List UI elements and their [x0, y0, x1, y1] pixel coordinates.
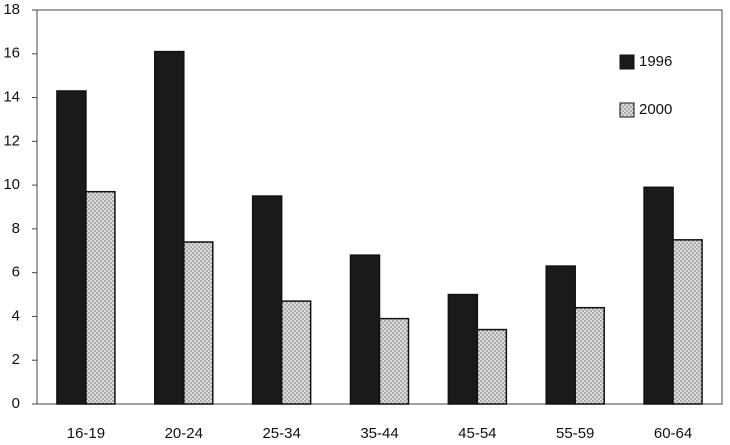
legend-swatch	[619, 54, 635, 70]
bar	[643, 186, 674, 405]
bar	[251, 195, 283, 405]
bar	[574, 306, 605, 405]
y-tick-label: 12	[3, 132, 20, 149]
bar	[378, 317, 410, 405]
y-tick-label: 8	[12, 220, 20, 237]
bar	[280, 300, 312, 405]
bar	[56, 90, 87, 405]
x-tick-label: 55-59	[556, 425, 594, 442]
y-tick-label: 10	[3, 176, 20, 193]
y-tick-label: 0	[12, 395, 20, 412]
y-tick-label: 6	[12, 264, 20, 281]
x-tick-label: 16-19	[67, 425, 105, 442]
bar	[183, 241, 214, 405]
y-tick-label: 18	[3, 1, 20, 18]
bar	[154, 50, 185, 405]
y-tick-label: 16	[3, 45, 20, 62]
bar	[476, 328, 508, 405]
bar	[349, 254, 381, 405]
bar	[672, 239, 703, 405]
legend-swatch	[619, 102, 635, 118]
x-tick-label: 35-44	[360, 425, 398, 442]
x-tick-label: 45-54	[458, 425, 496, 442]
legend-label: 1996	[639, 53, 672, 70]
x-tick-label: 25-34	[262, 425, 300, 442]
x-tick-label: 20-24	[165, 425, 203, 442]
bar	[545, 265, 576, 405]
x-tick-label: 60-64	[654, 425, 692, 442]
y-tick-label: 4	[12, 307, 20, 324]
y-tick-label: 2	[12, 351, 20, 368]
bar	[85, 190, 116, 405]
bar	[447, 293, 479, 405]
y-tick-label: 14	[3, 89, 20, 106]
legend-label: 2000	[639, 101, 672, 118]
